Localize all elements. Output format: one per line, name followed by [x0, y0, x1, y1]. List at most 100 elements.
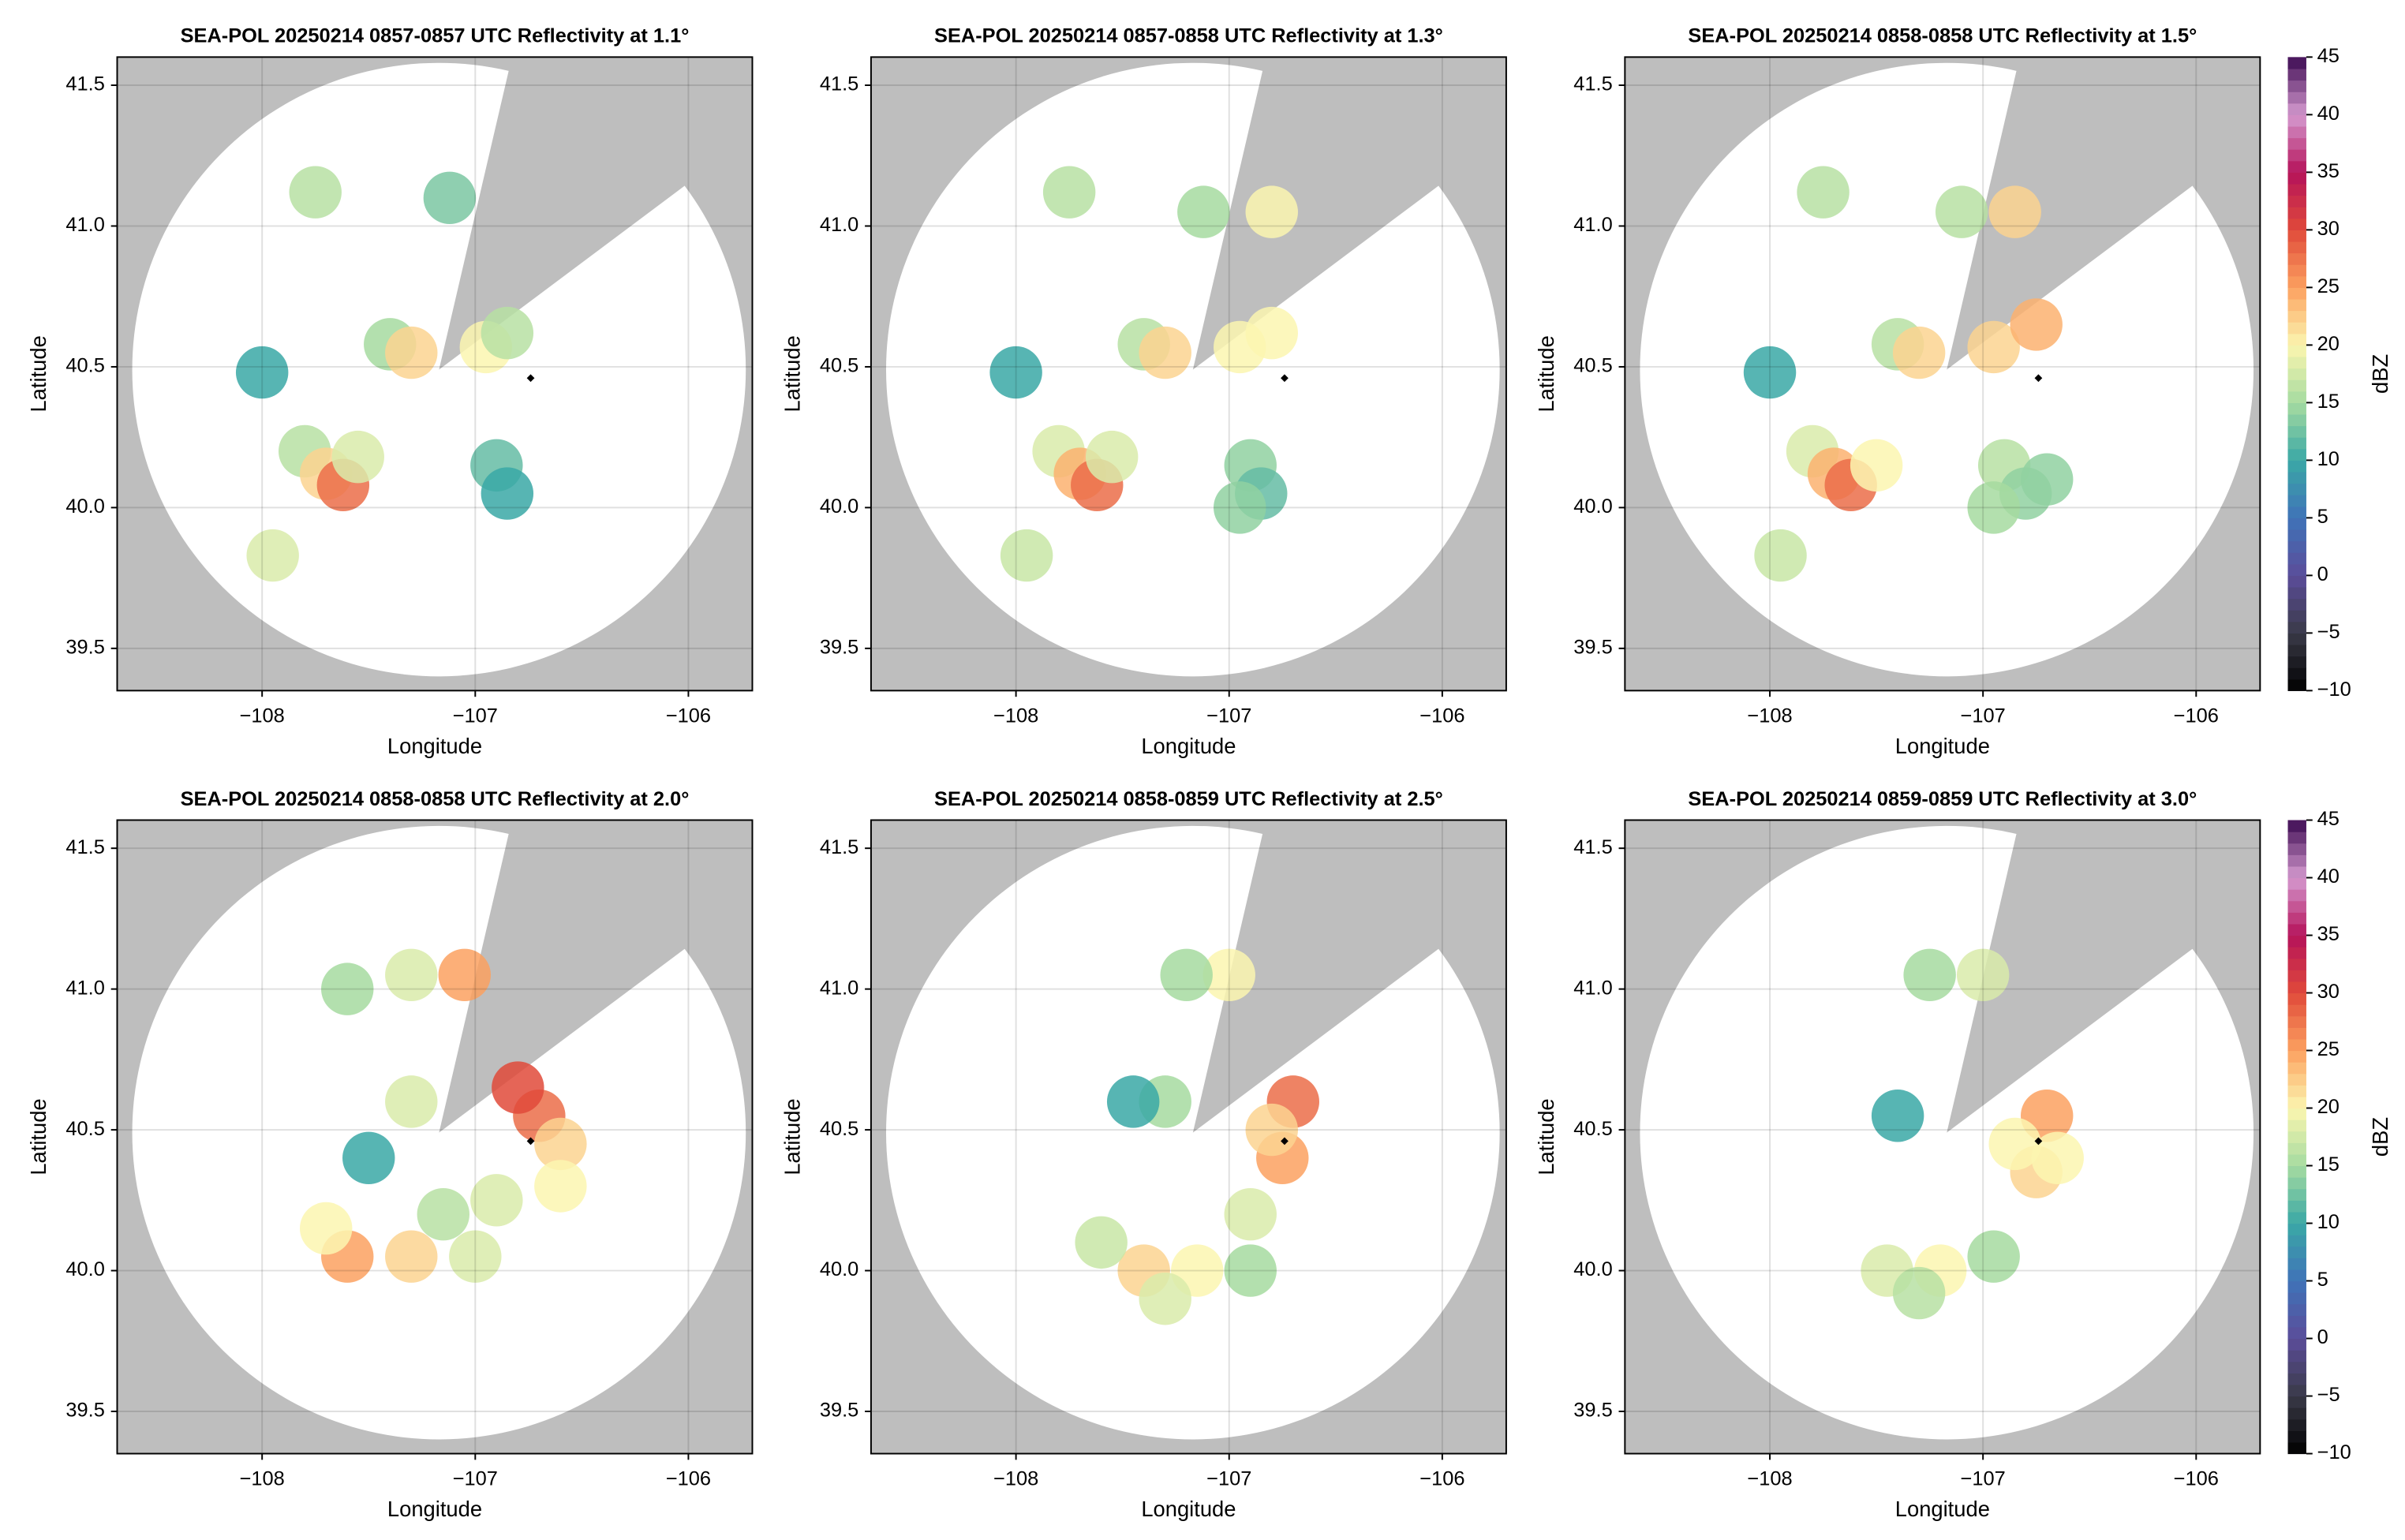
- colorbar-band: [2287, 368, 2306, 380]
- echo-cell: [1903, 948, 1956, 1002]
- colorbar-tick-label: −10: [2317, 1441, 2351, 1463]
- colorbar-band: [2287, 1153, 2306, 1167]
- colorbar-band: [2287, 333, 2306, 346]
- colorbar-band: [2287, 137, 2306, 150]
- colorbar-band: [2287, 1246, 2306, 1258]
- colorbar-band: [2287, 287, 2306, 300]
- radar-coverage: [886, 825, 1500, 1440]
- y-tick-label: 40.5: [1573, 1118, 1612, 1140]
- echo-cell: [385, 948, 438, 1002]
- x-tick-label: −106: [2174, 705, 2219, 727]
- echo-cell: [2020, 453, 2074, 506]
- colorbar-tick-label: 35: [2317, 923, 2340, 945]
- colorbar-band: [2287, 1188, 2306, 1201]
- colorbar-band: [2287, 644, 2306, 657]
- echo-cell: [1139, 326, 1191, 379]
- y-axis-label: Latitude: [780, 1098, 804, 1175]
- axes-frame: [1624, 819, 2261, 1455]
- colorbar-band: [2287, 322, 2306, 335]
- echo-cell: [1085, 430, 1139, 484]
- y-tick-label: 39.5: [1573, 1400, 1612, 1422]
- colorbar-band: [2287, 610, 2306, 622]
- colorbar-tick-label: 45: [2317, 808, 2340, 830]
- y-tick-label: 41.5: [65, 836, 104, 858]
- x-tick-label: −108: [1747, 1467, 1792, 1490]
- colorbar-band: [2287, 832, 2306, 844]
- colorbar-band: [2287, 68, 2306, 81]
- colorbar-band: [2287, 923, 2306, 936]
- colorbar-tick-label: 30: [2317, 218, 2340, 240]
- colorbar-band: [2287, 1315, 2306, 1328]
- colorbar-tick-label: 15: [2317, 391, 2340, 413]
- y-axis-label: Latitude: [26, 335, 50, 412]
- y-tick-label: 41.0: [820, 977, 858, 999]
- y-tick-label: 41.5: [1573, 836, 1612, 858]
- chart-title: SEA-POL 20250214 0857-0858 UTC Reflectiv…: [934, 25, 1443, 47]
- y-tick-label: 41.0: [65, 977, 104, 999]
- chart-title: SEA-POL 20250214 0859-0859 UTC Reflectiv…: [1688, 788, 2197, 810]
- colorbar-band: [2287, 1177, 2306, 1190]
- colorbar-band: [2287, 958, 2306, 970]
- echo-cell: [331, 430, 384, 484]
- colorbar-band: [2287, 1096, 2306, 1109]
- colorbar-band: [2287, 1350, 2306, 1362]
- colorbar-band: [2287, 1119, 2306, 1132]
- y-tick-label: 39.5: [65, 1400, 104, 1422]
- colorbar-band: [2287, 483, 2306, 495]
- echo-cell: [1754, 529, 1807, 582]
- colorbar-band: [2287, 218, 2306, 230]
- x-tick-label: −107: [1206, 1467, 1251, 1490]
- colorbar-band: [2287, 518, 2306, 530]
- colorbar-band: [2287, 437, 2306, 450]
- echo-cell: [1988, 1117, 2041, 1171]
- colorbar-band: [2287, 1441, 2306, 1455]
- echo-cell: [1245, 185, 1298, 238]
- y-tick-label: 39.5: [1573, 637, 1612, 659]
- x-tick-label: −106: [666, 1467, 711, 1490]
- echo-cell: [1797, 166, 1850, 219]
- colorbar-band: [2287, 1211, 2306, 1224]
- colorbar-band: [2287, 981, 2306, 994]
- colorbar-label: dBZ: [2368, 354, 2392, 394]
- y-tick-label: 41.0: [820, 214, 858, 236]
- echo-cell: [235, 346, 289, 399]
- x-tick-label: −107: [1961, 705, 2006, 727]
- y-tick-label: 41.5: [820, 73, 858, 95]
- echo-cell: [1850, 439, 1903, 492]
- echo-cell: [1042, 166, 1096, 219]
- y-axis-label: Latitude: [26, 1098, 50, 1175]
- colorbar-band: [2287, 970, 2306, 982]
- colorbar-tick-label: 10: [2317, 448, 2340, 470]
- y-tick-label: 40.5: [65, 355, 104, 377]
- echo-cell: [1892, 326, 1946, 379]
- echo-cell: [1000, 529, 1053, 582]
- colorbar-band: [2287, 900, 2306, 913]
- x-tick-label: −106: [1419, 705, 1464, 727]
- colorbar-band: [2287, 1269, 2306, 1282]
- y-tick-label: 40.0: [820, 495, 858, 518]
- colorbar-band: [2287, 1407, 2306, 1420]
- echo-cell: [1075, 1216, 1128, 1269]
- colorbar-band: [2287, 125, 2306, 139]
- y-tick-label: 41.5: [1573, 73, 1612, 95]
- colorbar-band: [2287, 1015, 2306, 1028]
- colorbar-band: [2287, 621, 2306, 634]
- colorbar-band: [2287, 471, 2306, 484]
- radar-coverage: [132, 62, 746, 677]
- colorbar-band: [2287, 172, 2306, 185]
- echo-cell: [385, 326, 438, 379]
- colorbar-band: [2287, 820, 2306, 832]
- colorbar-tick-label: 0: [2317, 563, 2328, 585]
- echo-cell: [1967, 320, 2020, 374]
- echo-cell: [1892, 1266, 1946, 1320]
- colorbar-band: [2287, 877, 2306, 890]
- echo-cell: [417, 1187, 470, 1241]
- colorbar-band: [2287, 667, 2306, 680]
- y-tick-label: 40.5: [820, 1118, 858, 1140]
- axes-frame: [870, 56, 1507, 692]
- y-tick-label: 40.0: [1573, 495, 1612, 518]
- colorbar-band: [2287, 345, 2306, 357]
- colorbar-tick-label: 0: [2317, 1326, 2328, 1348]
- echo-cell: [300, 1202, 353, 1255]
- colorbar-band: [2287, 1142, 2306, 1155]
